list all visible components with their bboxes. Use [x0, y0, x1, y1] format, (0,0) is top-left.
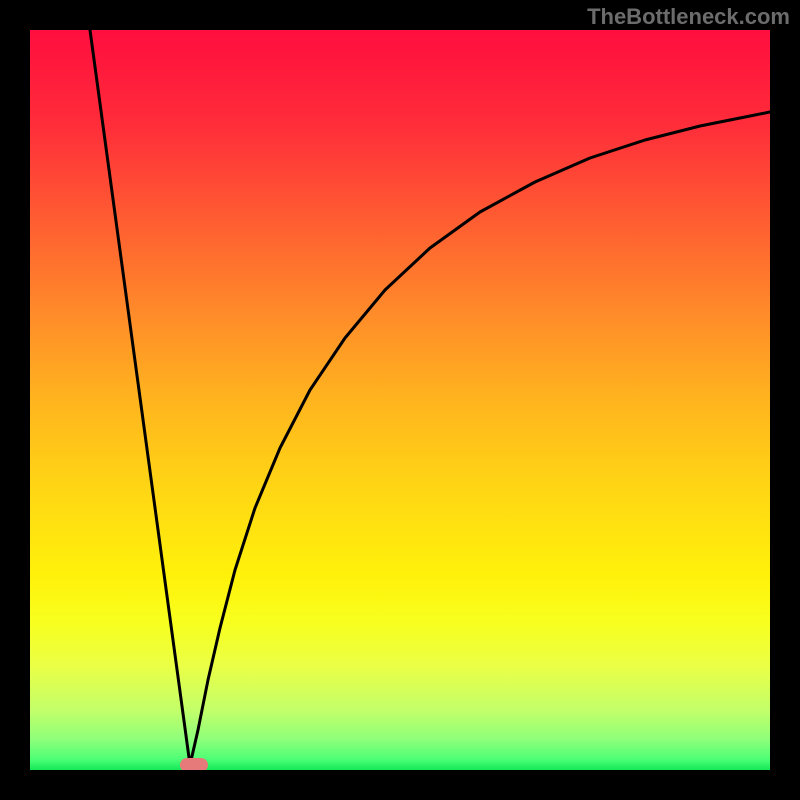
bottleneck-curve	[30, 30, 770, 770]
chart-container: { "watermark": { "text": "TheBottleneck.…	[0, 0, 800, 800]
watermark-text: TheBottleneck.com	[587, 4, 790, 30]
plot-area	[30, 30, 770, 770]
optimal-point-marker	[180, 758, 208, 770]
